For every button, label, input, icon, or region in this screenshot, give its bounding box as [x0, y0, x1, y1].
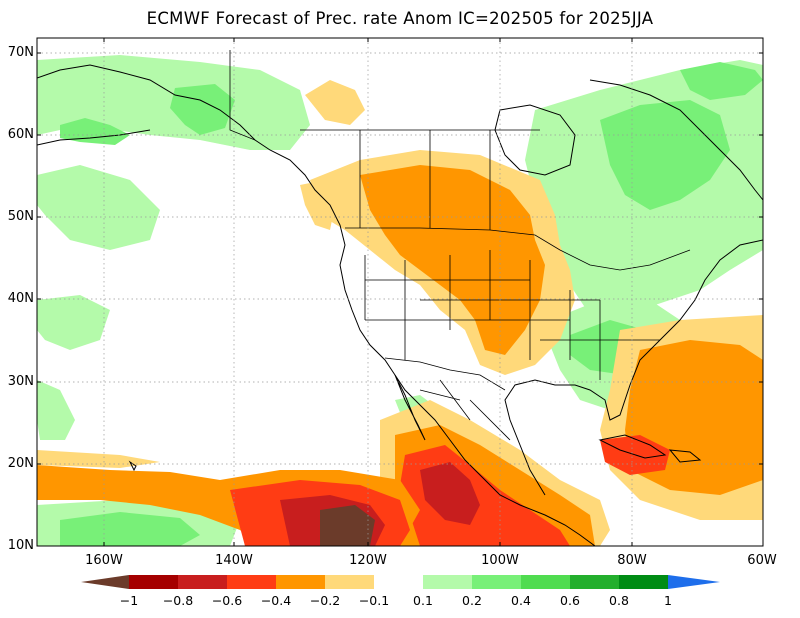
- lon-label-60w: 60W: [747, 553, 777, 568]
- lon-label-140w: 140W: [215, 553, 253, 568]
- coastline-hispaniola: [668, 449, 702, 463]
- colorbar-label: −0.1: [358, 593, 390, 608]
- lat-label-30n: 30N: [7, 374, 34, 389]
- lat-label-60n: 60N: [7, 127, 34, 142]
- dry-anomaly-canada-prairies-core: [360, 165, 545, 355]
- colorbar-label: 0.8: [609, 593, 629, 608]
- dry-anomaly-alaska-north: [305, 80, 365, 125]
- coastline-cuba: [598, 434, 667, 459]
- colorbar-label: 1: [664, 593, 672, 608]
- lat-label-50n: 50N: [7, 209, 34, 224]
- political-borders: [229, 50, 691, 441]
- coastline-aleutians: [37, 129, 151, 146]
- colorbar-label: 0.6: [560, 593, 580, 608]
- wet-anomaly-pacific-mid: [37, 295, 110, 350]
- dry-anomaly-west-coast-gulf: [300, 180, 335, 230]
- colorbar-swatch: [619, 575, 668, 589]
- colorbar-swatch: [325, 575, 374, 589]
- wet-anomaly-pacific-west: [37, 165, 160, 250]
- colorbar-label: −0.4: [260, 593, 292, 608]
- lon-label-120w: 120W: [349, 553, 387, 568]
- border-mexico-states: [419, 379, 511, 441]
- coastline-labrador: [589, 79, 763, 201]
- lon-label-160w: 160W: [85, 553, 123, 568]
- map-title: ECMWF Forecast of Prec. rate Anom IC=202…: [146, 9, 654, 28]
- lat-label-20n: 20N: [7, 456, 34, 471]
- lat-label-40n: 40N: [7, 291, 34, 306]
- map-frame: [36, 37, 764, 547]
- colorbar-label: −0.8: [162, 593, 194, 608]
- axis-ticks: [37, 38, 763, 546]
- coastline-alaska: [37, 64, 596, 546]
- colorbar-label: 0.1: [413, 593, 433, 608]
- coastlines: [37, 64, 763, 546]
- colorbar-swatch: [129, 575, 178, 589]
- colorbar-swatch: [472, 575, 521, 589]
- graticule: [37, 38, 763, 546]
- lat-label-10n: 10N: [7, 538, 34, 553]
- wet-anomaly-tropical-east-pacific-core: [60, 512, 200, 546]
- lon-label-100w: 100W: [481, 553, 519, 568]
- border-us-mexico: [384, 357, 506, 391]
- colorbar-swatch: [276, 575, 325, 589]
- colorbar-label: 0.4: [511, 593, 531, 608]
- colorbar-label: −0.2: [309, 593, 341, 608]
- wet-anomaly-labrador: [680, 62, 763, 100]
- dry-anomaly-tropical-pacific-light: [37, 450, 160, 468]
- border-canada-provinces: [300, 129, 540, 230]
- colorbar-swatch: [374, 575, 423, 589]
- colorbar-swatch: [81, 575, 129, 589]
- lon-label-80w: 80W: [617, 553, 647, 568]
- colorbar-swatch: [668, 575, 720, 589]
- colorbar-label: 0.2: [462, 593, 482, 608]
- coastline-baja: [394, 374, 426, 441]
- colorbar-label: −1: [119, 593, 139, 608]
- wet-anomaly-pacific-south: [37, 380, 75, 440]
- border-alaska-canada: [229, 50, 256, 141]
- colorbar-label: −0.6: [211, 593, 243, 608]
- dry-anomaly-tropical-pacific-extreme: [320, 505, 375, 546]
- colorbar-swatch: [227, 575, 276, 589]
- colorbar-swatch: [521, 575, 570, 589]
- dry-anomaly-mexico-severe: [420, 462, 480, 525]
- colorbar: [81, 575, 720, 589]
- coastline-gulf-of-mexico: [504, 239, 763, 496]
- colorbar-swatch: [570, 575, 619, 589]
- lat-label-70n: 70N: [7, 45, 34, 60]
- anomaly-field: [37, 55, 763, 546]
- wet-anomaly-alaska-west: [60, 118, 130, 145]
- border-us-states: [364, 250, 660, 380]
- colorbar-swatch: [423, 575, 472, 589]
- border-canada-us: [345, 227, 691, 271]
- colorbar-swatch: [178, 575, 227, 589]
